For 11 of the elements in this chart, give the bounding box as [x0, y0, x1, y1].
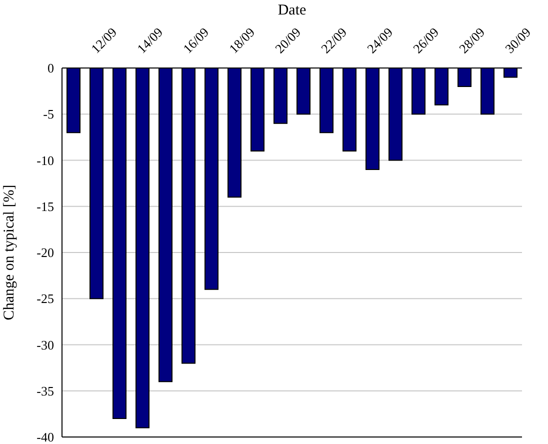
- y-tick-label: -15: [36, 198, 54, 214]
- y-tick-label: -5: [43, 106, 54, 122]
- y-tick-label: -30: [36, 337, 54, 352]
- y-tick-label: 0: [48, 60, 54, 76]
- x-axis-title: Date: [278, 2, 306, 19]
- y-tick-label: -10: [36, 152, 54, 168]
- y-axis-title: Change on typical [%]: [1, 184, 18, 320]
- y-tick-label: -25: [36, 291, 54, 306]
- y-tick-label: -35: [36, 383, 54, 398]
- y-tick-label: -40: [36, 430, 54, 444]
- y-tick-label: -20: [36, 245, 54, 260]
